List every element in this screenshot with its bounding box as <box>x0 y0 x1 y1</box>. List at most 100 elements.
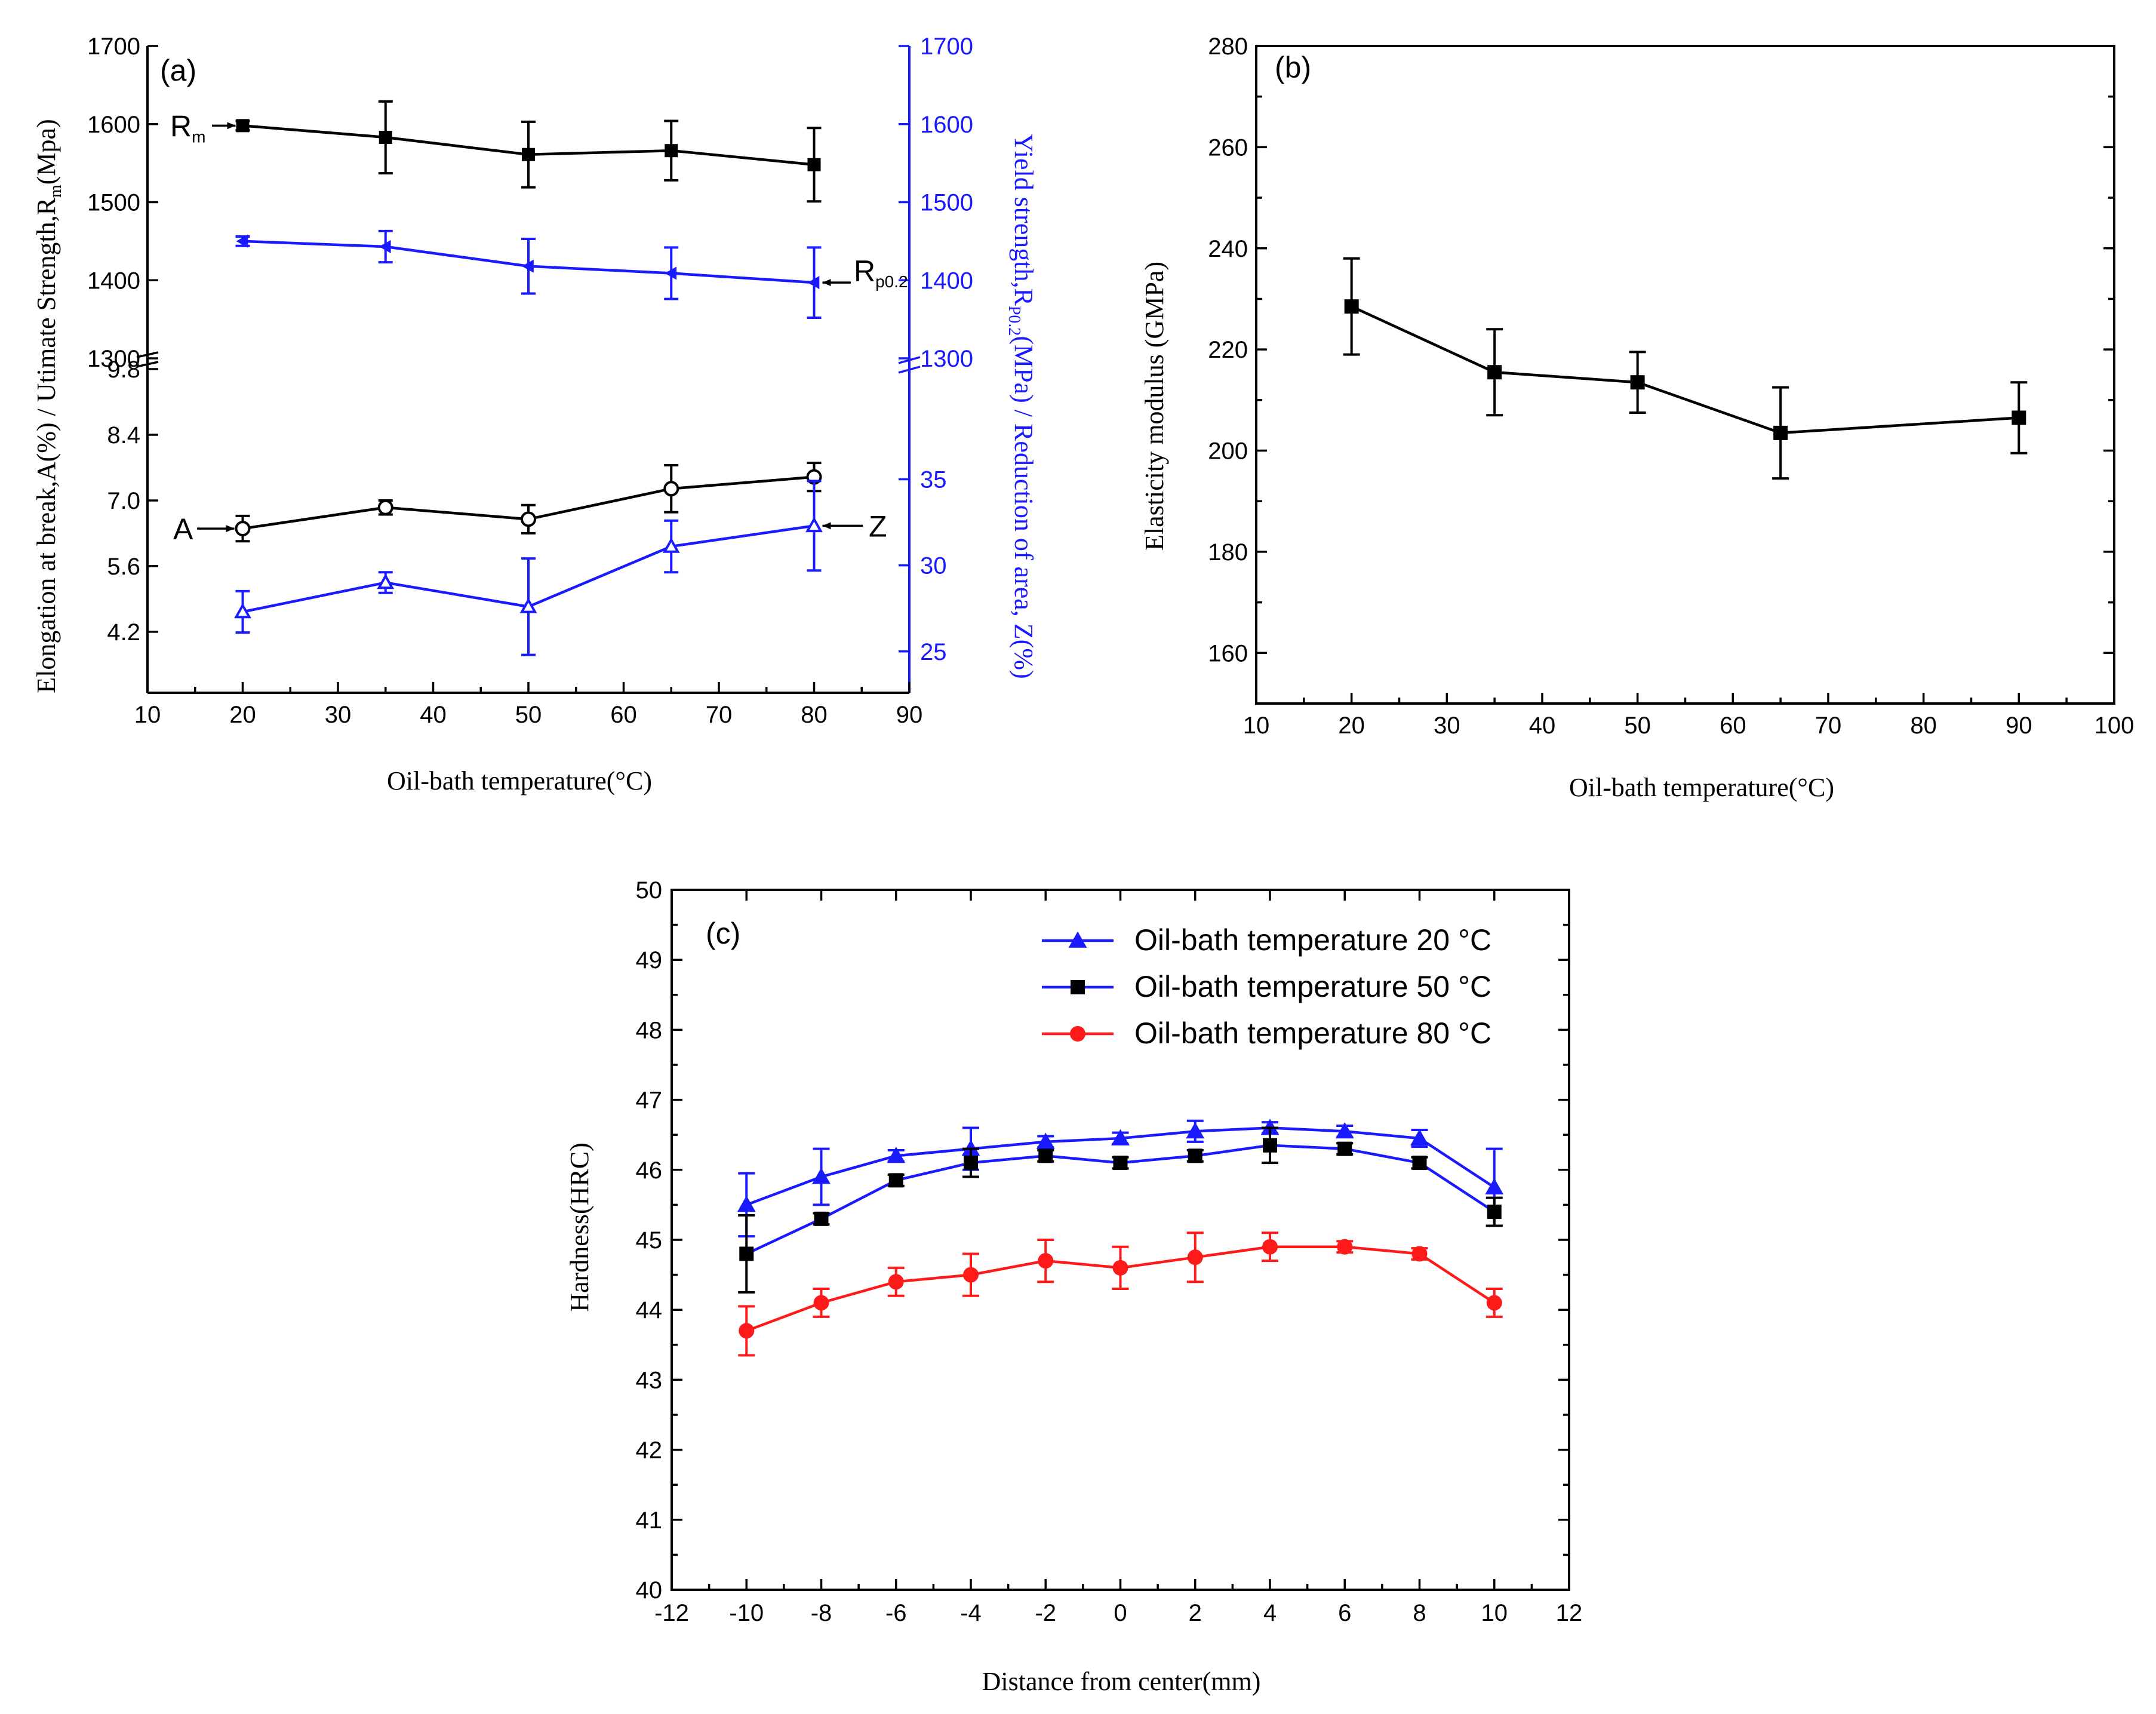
panel-a-rm-point <box>807 158 821 171</box>
panel-c-50c-point <box>1337 1141 1352 1156</box>
panel-a-rp02-annotation: Rp0.2 <box>854 254 908 291</box>
panel-a-marks: 10 20 30 40 50 60 70 80 90 1300 1400 1500 1600 1700 13… <box>87 33 973 728</box>
panel-c-50c-point <box>1412 1156 1427 1171</box>
panel-b-xtick-label: 40 <box>1529 712 1556 739</box>
panel-c-xtick-label: -10 <box>729 1600 764 1626</box>
panel-c-xlabel: Distance from center(mm) <box>982 1667 1261 1696</box>
panel-c-ytick-label: 40 <box>636 1577 663 1604</box>
panel-a-lower-ytick-label: 8.4 <box>107 422 140 449</box>
panel-b-xtick-label: 10 <box>1243 712 1270 739</box>
panel-a-a-point <box>663 481 679 497</box>
panel-c-xtick-label: -8 <box>811 1600 832 1626</box>
panel-c-xtick-label: 8 <box>1413 1600 1426 1626</box>
panel-b-ytick-label: 280 <box>1208 33 1248 60</box>
legend-item: Oil-bath temperature 20 °C <box>1042 923 1491 957</box>
legend-marker <box>1071 980 1085 994</box>
panel-c-ytick-label: 41 <box>636 1507 663 1534</box>
panel-c-80c-point <box>1262 1239 1278 1255</box>
panel-c-50c-point <box>1113 1156 1128 1171</box>
panel-c-80c-point <box>813 1295 829 1311</box>
panel-a-a-point <box>377 499 393 515</box>
panel-b-xtick-label: 90 <box>2006 712 2032 739</box>
panel-c-50c-point <box>739 1246 754 1261</box>
panel-a-lower-right-ytick-label: 35 <box>920 467 947 493</box>
panel-a-upper-ytick-label: 1500 <box>87 190 140 216</box>
panel-a-upper-ytick-label: 1400 <box>87 268 140 294</box>
panel-c-20c-point <box>1186 1122 1205 1139</box>
panel-b-point <box>1487 365 1502 380</box>
panel-c-50c-point <box>1038 1148 1053 1163</box>
panel-c-20c-point <box>1036 1132 1055 1149</box>
panel-a-rm-point <box>379 130 392 144</box>
panel-a-rp02-point <box>236 234 248 248</box>
panel-a-rm-annotation: Rm <box>170 109 205 146</box>
panel-a-a-point <box>521 511 536 527</box>
panel-b-ytick-label: 160 <box>1208 640 1248 666</box>
panel-c-50c-point <box>1487 1205 1502 1220</box>
panel-c-xtick-label: -2 <box>1035 1600 1056 1626</box>
panel-c-80c-point <box>1486 1295 1502 1311</box>
panel-c-20c-point <box>1335 1122 1354 1139</box>
legend-marker <box>1068 931 1087 948</box>
panel-a-xtick-label: 80 <box>801 702 828 728</box>
panel-c-20c-point <box>737 1196 756 1212</box>
panel-a-z-point <box>377 573 395 589</box>
panel-a-rm-annotation-sub: m <box>192 127 205 146</box>
panel-b-ylabel: Elasticity modulus (GMPa) <box>1140 262 1169 551</box>
panel-b-xlabel: Oil-bath temperature(°C) <box>1569 773 1834 802</box>
panel-a: 10 20 30 40 50 60 70 80 90 1300 1400 1500 1600 1700 13… <box>32 33 1038 795</box>
panel-a-z-arrow-head <box>822 522 831 530</box>
panel-a-upper-ytick-label: 1600 <box>87 112 140 138</box>
panel-c-20c-point <box>1111 1129 1130 1145</box>
panel-c-xtick-label: -6 <box>885 1600 907 1626</box>
panel-a-z-point <box>805 517 823 533</box>
panel-c-xtick-label: 6 <box>1338 1600 1351 1626</box>
panel-a-a-point <box>235 521 251 537</box>
panel-a-lower-ytick-label: 4.2 <box>107 619 140 646</box>
panel-a-upper-ytick-label: 1700 <box>87 33 140 60</box>
panel-a-lower-ytick-label: 9.8 <box>107 357 140 383</box>
panel-a-rp02-point <box>665 266 677 280</box>
panel-a-rp02-arrow-head <box>822 279 831 287</box>
panel-c-ytick-label: 50 <box>636 877 663 904</box>
panel-b-xtick-label: 50 <box>1624 712 1651 739</box>
panel-a-rm-point <box>665 144 678 158</box>
panel-c: -12 -10 -8 -6 -4 -2 0 2 4 6 8 10 1240414243444546474… <box>565 877 1582 1696</box>
panel-b-ytick-label: 200 <box>1208 438 1248 465</box>
panel-c-80c-point <box>963 1267 979 1283</box>
panel-c-80c-point <box>1411 1246 1428 1262</box>
panel-c-ytick-label: 47 <box>636 1088 663 1114</box>
panel-b-frame <box>1255 45 2115 705</box>
panel-b-line <box>1351 305 2019 435</box>
panel-a-z-point <box>519 597 537 613</box>
panel-c-ytick-label: 42 <box>636 1437 663 1464</box>
panel-a-upper-right-ytick-label: 1600 <box>920 112 973 138</box>
panel-a-upper-right-ytick-label: 1400 <box>920 268 973 294</box>
legend-label: Oil-bath temperature 50 °C <box>1134 970 1491 1003</box>
legend-item: Oil-bath temperature 50 °C <box>1042 970 1491 1003</box>
panel-a-xtick-label: 30 <box>325 702 352 728</box>
panel-a-xtick-label: 40 <box>420 702 447 728</box>
panel-b-xtick-label: 80 <box>1910 712 1937 739</box>
panel-b-ytick-label: 180 <box>1208 539 1248 566</box>
panel-c-80c-point <box>888 1274 904 1290</box>
panel-c-80c-point <box>739 1323 755 1339</box>
panel-b-xtick-label: 60 <box>1720 712 1746 739</box>
panel-a-xtick-label: 60 <box>610 702 637 728</box>
panel-a-right-ylabel: Yield strength,RP0.2(MPa) / Reduction of… <box>1005 133 1038 678</box>
panel-c-legend: Oil-bath temperature 20 °C Oil-bath tempe… <box>1042 923 1491 1050</box>
panel-c-50c-point <box>1263 1138 1277 1153</box>
panel-a-lower-right-ytick-label: 25 <box>920 639 947 665</box>
panel-c-xtick-label: 10 <box>1481 1600 1508 1626</box>
panel-a-upper-right-ytick-label: 1700 <box>920 33 973 60</box>
panel-b-label: (b) <box>1275 51 1311 84</box>
panel-a-break-left-2 <box>136 361 159 368</box>
panel-c-ytick-label: 44 <box>636 1297 663 1323</box>
panel-a-rp02-annotation-sub: p0.2 <box>875 272 908 291</box>
panel-b-point <box>1630 375 1645 390</box>
panel-b: 10 20 30 40 50 60 70 80 90 100 160 180 200 220 240 260 2… <box>1140 33 2134 802</box>
legend-label: Oil-bath temperature 20 °C <box>1134 923 1491 957</box>
panel-c-50c-point <box>964 1156 978 1171</box>
panel-b-ytick-label: 240 <box>1208 236 1248 262</box>
panel-c-xtick-label: 12 <box>1556 1600 1583 1626</box>
